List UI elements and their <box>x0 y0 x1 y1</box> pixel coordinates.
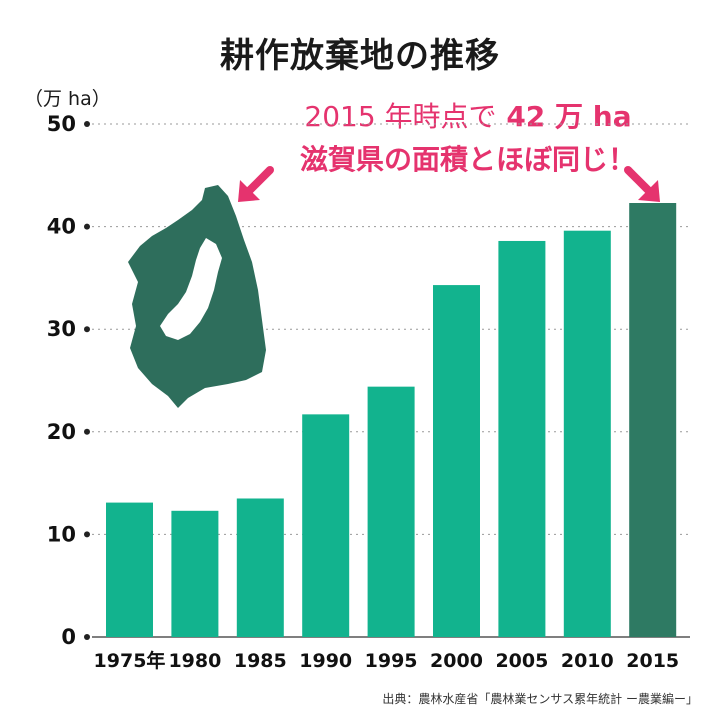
bar-1975年 <box>106 502 153 637</box>
shiga-prefecture-map <box>128 185 266 408</box>
y-tick-labels: 0 10 20 30 40 50 <box>47 112 90 649</box>
bar-2010 <box>563 230 611 638</box>
y-tick-label: 40 <box>47 215 76 239</box>
x-tick-label: 1990 <box>299 650 352 672</box>
x-tick-label: 2015 <box>626 650 679 672</box>
bar-2005 <box>498 240 546 638</box>
lake-biwa-shape <box>160 238 222 340</box>
source-note: 出典：農林水産省「農林業センサス累年統計 ー農業編ー」 <box>382 692 698 706</box>
x-tick-label: 2005 <box>495 650 548 672</box>
callout-value: 42 万 ha <box>506 100 632 133</box>
y-tick-dot <box>84 531 90 538</box>
y-tick-label: 20 <box>47 420 76 444</box>
left-arrow-icon <box>238 166 274 202</box>
x-tick-label: 1995 <box>365 650 418 672</box>
y-tick-label: 10 <box>47 522 76 546</box>
bar-2000 <box>433 285 480 637</box>
callout-line-1: 2015 年時点で 42 万 ha <box>258 95 678 135</box>
x-tick-label: 1985 <box>234 650 287 672</box>
callout-line-2: 滋賀県の面積とほぼ同じ！ <box>299 143 636 176</box>
chart-title: 耕作放棄地の推移 <box>220 36 500 76</box>
x-tick-labels: 1975年 1980 1985 1990 1995 2000 2005 2010 2015 <box>94 649 680 672</box>
y-tick-dot <box>84 428 90 435</box>
y-tick-label: 0 <box>61 625 76 649</box>
y-tick-dot <box>84 121 90 127</box>
bar-1985 <box>236 498 284 637</box>
bar-2015 <box>629 203 677 637</box>
x-tick-label: 2000 <box>430 650 483 672</box>
right-arrow-icon <box>624 166 660 202</box>
y-tick-label: 30 <box>47 317 76 341</box>
x-tick-label: 1975年 <box>94 649 166 672</box>
bar-1980 <box>171 510 219 637</box>
y-tick-dot <box>84 326 90 333</box>
y-axis-unit-label: （万 ha） <box>24 88 111 110</box>
bar-1990 <box>302 414 350 637</box>
y-tick-dot <box>84 223 90 230</box>
bar-1995 <box>367 386 415 637</box>
y-tick-dot <box>84 634 90 640</box>
y-tick-label: 50 <box>47 112 76 136</box>
bars <box>106 203 677 638</box>
x-tick-label: 2010 <box>561 650 614 672</box>
callout-prefix: 2015 年時点で <box>304 100 497 133</box>
x-tick-label: 1980 <box>168 650 221 672</box>
